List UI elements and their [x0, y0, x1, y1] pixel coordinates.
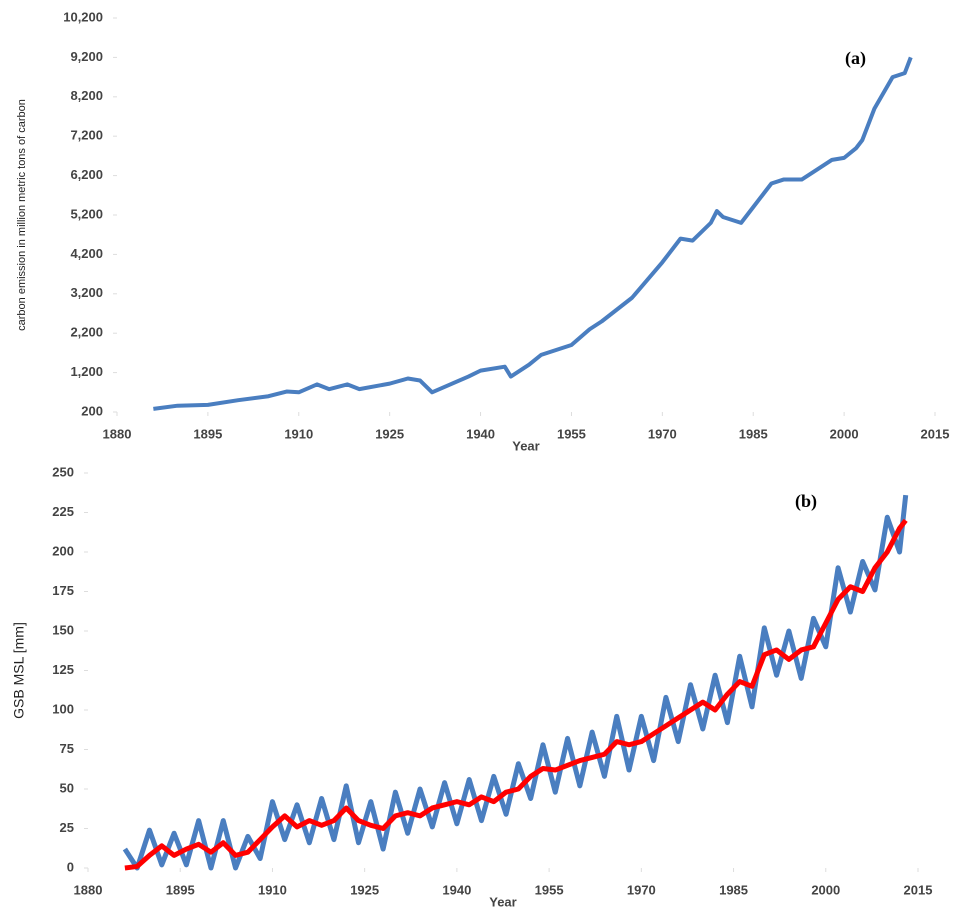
y-tick-label: 25 — [60, 820, 74, 835]
x-tick-label: 1970 — [627, 882, 656, 897]
x-tick-label: 1925 — [375, 426, 404, 441]
x-tick-label: 1985 — [739, 426, 768, 441]
y-tick-label: 250 — [52, 464, 74, 479]
y-tick-label: 4,200 — [70, 246, 103, 261]
x-tick-label: 1880 — [103, 426, 132, 441]
y-tick-label: 0 — [67, 859, 74, 874]
y-tick-label: 175 — [52, 583, 74, 598]
x-tick-label: 1955 — [557, 426, 586, 441]
x-tick-label: 1895 — [166, 882, 195, 897]
y-tick-label: 150 — [52, 622, 74, 637]
y-tick-label: 75 — [60, 741, 74, 756]
y-tick-label: 9,200 — [70, 49, 103, 64]
x-tick-label: 2015 — [921, 426, 950, 441]
y-tick-label: 1,200 — [70, 364, 103, 379]
x-tick-label: 1880 — [74, 882, 103, 897]
y-tick-label: 6,200 — [70, 167, 103, 182]
y-tick-label: 225 — [52, 504, 74, 519]
x-tick-label: 1985 — [719, 882, 748, 897]
x-tick-label: 1970 — [648, 426, 677, 441]
x-tick-label: 1940 — [442, 882, 471, 897]
x-axis-label: Year — [489, 894, 516, 909]
y-tick-label: 125 — [52, 662, 74, 677]
x-tick-label: 1895 — [193, 426, 222, 441]
y-tick-label: 200 — [52, 543, 74, 558]
x-tick-label: 1955 — [535, 882, 564, 897]
x-tick-label: 2000 — [830, 426, 859, 441]
y-axis-label: GSB MSL [mm] — [11, 622, 27, 719]
y-tick-label: 200 — [81, 403, 103, 418]
x-axis-label: Year — [512, 438, 539, 453]
x-tick-label: 1925 — [350, 882, 379, 897]
y-tick-label: 5,200 — [70, 206, 103, 221]
y-axis-label: carbon emission in million metric tons o… — [16, 99, 28, 331]
annotation: (b) — [795, 491, 817, 512]
y-tick-label: 8,200 — [70, 88, 103, 103]
y-tick-label: 50 — [60, 780, 74, 795]
data-line — [122, 494, 909, 871]
data-line — [153, 56, 913, 411]
x-tick-label: 1940 — [466, 426, 495, 441]
y-tick-label: 10,200 — [63, 9, 103, 24]
x-tick-label: 1910 — [284, 426, 313, 441]
x-tick-label: 2015 — [904, 882, 933, 897]
y-tick-label: 3,200 — [70, 285, 103, 300]
x-tick-label: 2000 — [811, 882, 840, 897]
y-tick-label: 7,200 — [70, 128, 103, 143]
data-line — [124, 518, 908, 871]
y-tick-label: 100 — [52, 701, 74, 716]
annotation: (a) — [845, 48, 866, 69]
y-tick-label: 2,200 — [70, 325, 103, 340]
x-tick-label: 1910 — [258, 882, 287, 897]
